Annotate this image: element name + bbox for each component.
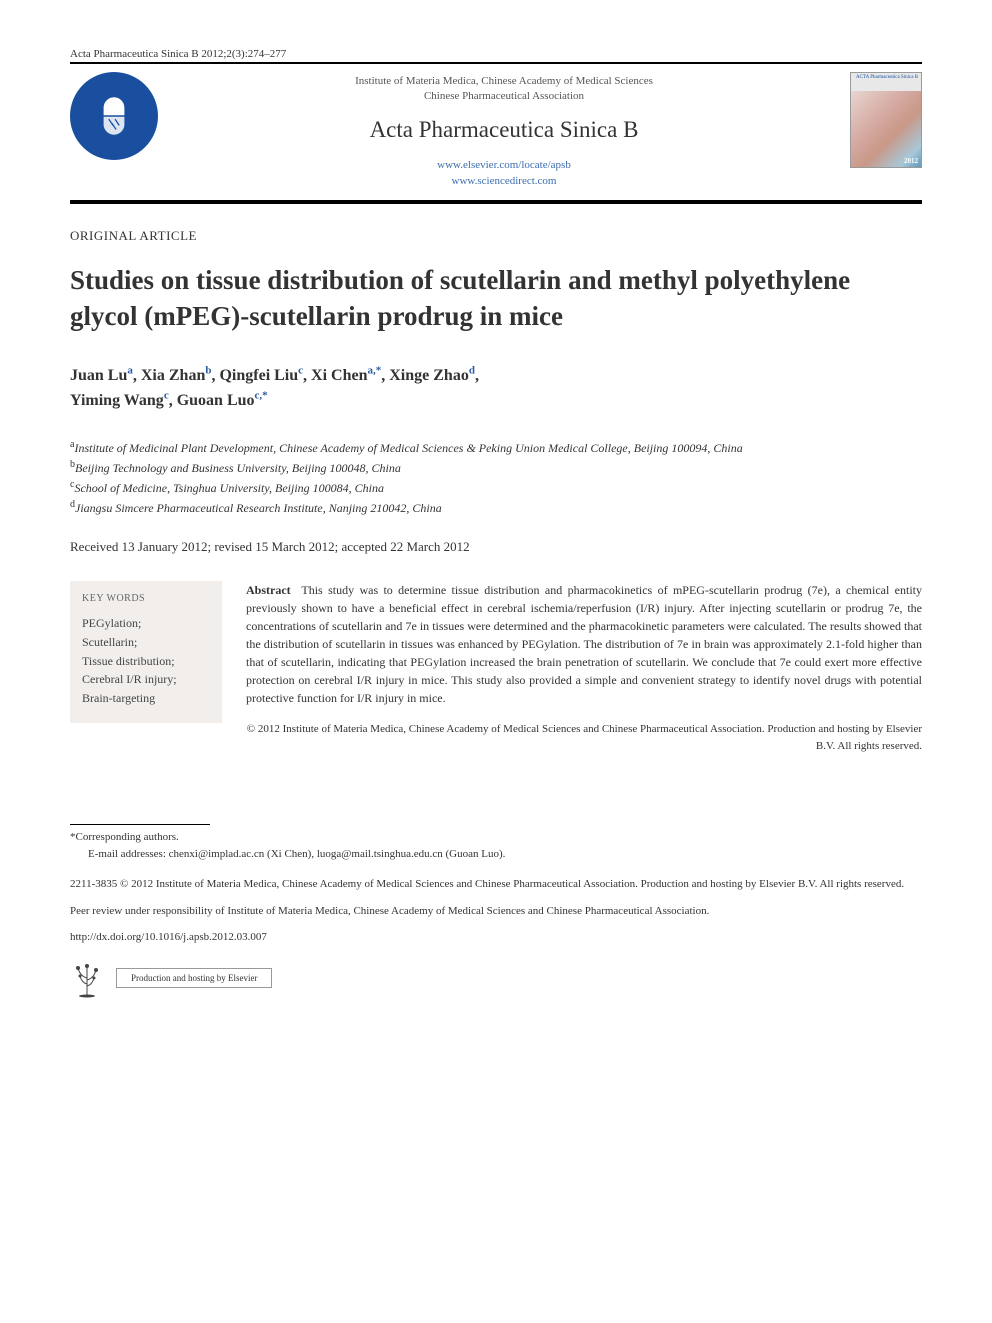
header-center: Institute of Materia Medica, Chinese Aca… (176, 72, 832, 190)
journal-link-1[interactable]: www.elsevier.com/locate/apsb (176, 157, 832, 174)
article-title: Studies on tissue distribution of scutel… (70, 262, 922, 335)
affiliation-sup: a (70, 439, 74, 450)
institute-line-2: Chinese Pharmaceutical Association (176, 89, 832, 104)
institute-line-1: Institute of Materia Medica, Chinese Aca… (176, 74, 832, 89)
elsevier-tree-icon (70, 958, 104, 998)
corresponding-note: *Corresponding authors. (70, 829, 922, 846)
author-affiliation-sup: c (298, 365, 303, 377)
author-affiliation-sup: a,* (368, 365, 382, 377)
thick-rule (70, 200, 922, 204)
author: Xinge Zhaod (389, 367, 475, 384)
keywords-heading: KEY WORDS (82, 593, 210, 604)
keywords-box: KEY WORDS PEGylation;Scutellarin;Tissue … (70, 581, 222, 723)
abstract-column: Abstract This study was to determine tis… (246, 581, 922, 754)
author-affiliation-sup: c,* (255, 390, 268, 402)
author: Juan Lua (70, 367, 133, 384)
cover-top-label: ACTA Pharmaceutica Sinica B (851, 73, 921, 91)
author: Yiming Wangc (70, 392, 169, 409)
authors-line: Juan Lua, Xia Zhanb, Qingfei Liuc, Xi Ch… (70, 363, 922, 414)
hosting-label: Production and hosting by Elsevier (116, 968, 272, 988)
email-line: E-mail addresses: chenxi@implad.ac.cn (X… (70, 846, 922, 863)
hosting-row: Production and hosting by Elsevier (70, 958, 922, 998)
abstract-row: KEY WORDS PEGylation;Scutellarin;Tissue … (70, 581, 922, 754)
author-affiliation-sup: a (127, 365, 133, 377)
author: Xia Zhanb (141, 367, 212, 384)
author-affiliation-sup: b (205, 365, 211, 377)
author: Guoan Luoc,* (177, 392, 268, 409)
journal-title: Acta Pharmaceutica Sinica B (176, 117, 832, 143)
affiliation-line: dJiangsu Simcere Pharmaceutical Research… (70, 497, 922, 517)
capsule-icon (88, 90, 140, 142)
author: Qingfei Liuc (219, 367, 303, 384)
doi-line[interactable]: http://dx.doi.org/10.1016/j.apsb.2012.03… (70, 929, 922, 946)
citation-line: Acta Pharmaceutica Sinica B 2012;2(3):27… (70, 48, 922, 60)
abstract-body: This study was to determine tissue distr… (246, 583, 922, 705)
publisher-copyright: 2211-3835 © 2012 Institute of Materia Me… (70, 876, 922, 893)
abstract-text: Abstract This study was to determine tis… (246, 581, 922, 707)
publisher-logo-icon (70, 72, 158, 160)
article-type-label: ORIGINAL ARTICLE (70, 228, 922, 244)
keyword-item: Brain-targeting (82, 689, 210, 708)
footnotes-block: *Corresponding authors. E-mail addresses… (70, 829, 922, 862)
author-affiliation-sup: c (164, 390, 169, 402)
keyword-item: Scutellarin; (82, 633, 210, 652)
article-dates: Received 13 January 2012; revised 15 Mar… (70, 539, 922, 555)
affiliation-line: aInstitute of Medicinal Plant Developmen… (70, 437, 922, 457)
abstract-label: Abstract (246, 583, 291, 597)
email-label: E-mail addresses: (88, 848, 166, 860)
author: Xi Chena,* (311, 367, 381, 384)
footnote-separator (70, 824, 210, 825)
keyword-item: Cerebral I/R injury; (82, 670, 210, 689)
affiliation-sup: c (70, 479, 74, 490)
affiliation-line: cSchool of Medicine, Tsinghua University… (70, 477, 922, 497)
affiliation-line: bBeijing Technology and Business Univers… (70, 457, 922, 477)
author-affiliation-sup: d (469, 365, 475, 377)
cover-year: 2012 (904, 157, 918, 165)
keyword-item: Tissue distribution; (82, 652, 210, 671)
keyword-item: PEGylation; (82, 614, 210, 633)
affiliations-block: aInstitute of Medicinal Plant Developmen… (70, 437, 922, 517)
peer-review-note: Peer review under responsibility of Inst… (70, 903, 922, 920)
email-addresses: chenxi@implad.ac.cn (Xi Chen), luoga@mai… (169, 848, 506, 860)
abstract-copyright: © 2012 Institute of Materia Medica, Chin… (246, 721, 922, 754)
journal-cover-thumbnail: ACTA Pharmaceutica Sinica B 2012 (850, 72, 922, 168)
cover-art: 2012 (851, 91, 921, 167)
journal-header: Institute of Materia Medica, Chinese Aca… (70, 72, 922, 200)
journal-link-2[interactable]: www.sciencedirect.com (176, 173, 832, 190)
keywords-list: PEGylation;Scutellarin;Tissue distributi… (82, 614, 210, 707)
affiliation-sup: b (70, 459, 75, 470)
top-rule (70, 62, 922, 64)
affiliation-sup: d (70, 499, 75, 510)
